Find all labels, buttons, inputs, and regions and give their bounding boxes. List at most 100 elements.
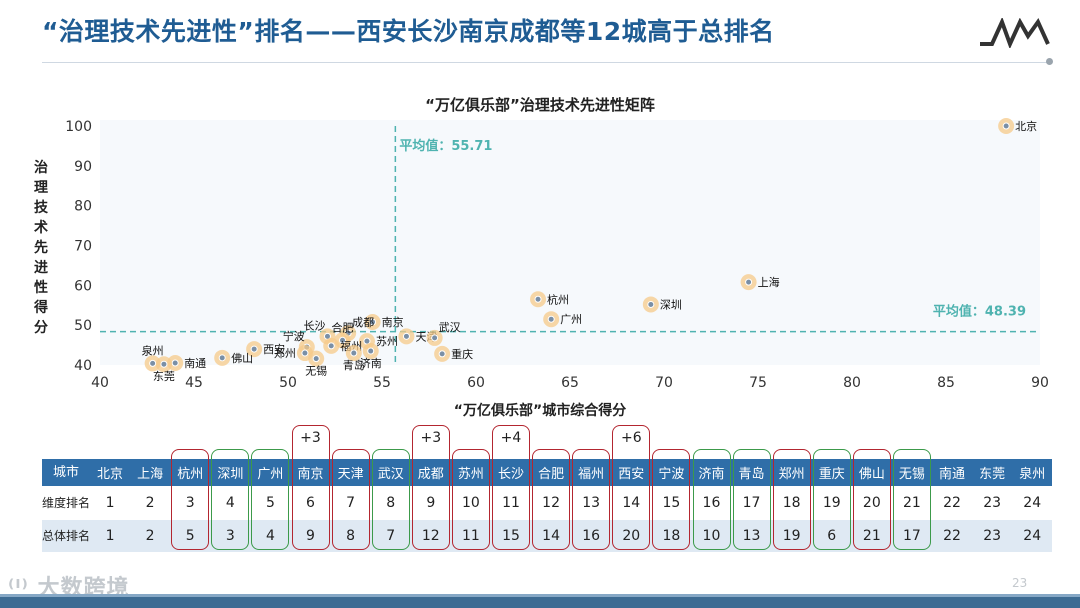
- city-header-cell: 成都: [410, 459, 451, 486]
- scatter-chart: 40 50 60 70 80 90 100 40 45 50 55 60 65 70 75 80 85 90 平均值…: [65, 118, 1049, 391]
- point-北京: [1002, 122, 1010, 130]
- point-label: 苏州: [376, 335, 398, 348]
- total-rank-cell: 24: [1012, 520, 1053, 552]
- brand-logo-icon: [980, 18, 1050, 48]
- point-label: 广州: [560, 313, 582, 326]
- city-header-cell: 武汉: [370, 459, 411, 486]
- y-axis-label-char: 技: [34, 200, 48, 216]
- rank-delta-label: +3: [420, 430, 442, 446]
- ranking-table: 城市 北京 上海 杭州 深圳 广州 南京 天津 武汉 成都 苏州 长沙 合肥 福州 西安 宁波 济南 青岛 郑州重…: [42, 459, 1053, 552]
- total-rank-cell: 17: [891, 520, 932, 552]
- rank-delta-label: +4: [500, 430, 522, 446]
- y-axis-label-char: 术: [34, 220, 48, 236]
- dimension-rank-cell: 12: [531, 486, 572, 520]
- city-header-cell: 苏州: [450, 459, 491, 486]
- total-rank-cell: 1: [90, 520, 131, 552]
- point-南通: [171, 359, 179, 367]
- point-label: 重庆: [451, 347, 473, 361]
- point-重庆: [438, 350, 446, 358]
- city-header-cell: 福州: [571, 459, 612, 486]
- city-header-cell: 天津: [330, 459, 371, 486]
- city-header-cell: 泉州: [1012, 459, 1053, 486]
- dimension-rank-cell: 11: [490, 486, 532, 520]
- total-rank-cell: 8: [330, 520, 371, 552]
- y-tick-label: 100: [65, 119, 92, 135]
- x-tick-label: 55: [373, 375, 391, 391]
- plot-area: [100, 120, 1040, 365]
- total-rank-cell: 13: [731, 520, 772, 552]
- total-rank-cell: 18: [651, 520, 692, 552]
- dimension-rank-cell: 15: [651, 486, 692, 520]
- dimension-rank-cell: 24: [1012, 486, 1053, 520]
- dimension-rank-cell: 4: [210, 486, 251, 520]
- x-tick-label: 60: [467, 375, 485, 391]
- dimension-rank-cell: 10: [450, 486, 491, 520]
- header-label: 城市: [42, 459, 90, 486]
- city-header-cell: 郑州: [771, 459, 812, 486]
- point-label: 泉州: [142, 343, 164, 357]
- point-天津: [402, 332, 410, 340]
- dimension-rank-cell: 1: [90, 486, 131, 520]
- x-tick-label: 50: [279, 375, 297, 391]
- footer-bar: [0, 597, 1080, 608]
- dimension-rank-cell: 14: [611, 486, 652, 520]
- divider-dot: [1046, 58, 1053, 65]
- total-rank-cell: 6: [811, 520, 852, 552]
- dimension-rank-cell: 5: [250, 486, 291, 520]
- point-label: 南通: [184, 357, 206, 370]
- point-郑州: [301, 349, 309, 357]
- x-tick-label: 75: [749, 375, 767, 391]
- city-header-cell: 宁波: [651, 459, 692, 486]
- dimension-rank-cell: 18: [771, 486, 812, 520]
- total-rank-cell: 21: [851, 520, 892, 552]
- dimension-rank-cell: 2: [130, 486, 171, 520]
- point-label: 武汉: [439, 321, 461, 334]
- total-rank-cell: 23: [972, 520, 1013, 552]
- y-axis-label-char: 理: [34, 180, 48, 196]
- city-header-cell: 南通: [931, 459, 973, 486]
- point-西安: [250, 345, 258, 353]
- footer-stripe: [0, 594, 1080, 597]
- point-label: 杭州: [547, 292, 569, 306]
- total-rank-cell: 10: [691, 520, 732, 552]
- y-tick-label: 70: [74, 239, 92, 255]
- dimension-rank-cell: 8: [370, 486, 411, 520]
- y-axis-label-char: 治: [34, 160, 48, 176]
- total-rank-cell: 15: [490, 520, 532, 552]
- total-rank-cell: 7: [370, 520, 411, 552]
- point-泉州: [149, 359, 157, 367]
- dimension-rank-cell: 17: [731, 486, 772, 520]
- total-rank-cell: 9: [290, 520, 331, 552]
- point-无锡: [312, 355, 320, 363]
- dimension-rank-row: 维度排名 1 2 3 4 5 6 7 8 9 10 11 12 13 14 15 16 17 18 19 20 21 22…: [42, 486, 1053, 520]
- dimension-rank-cell: 9: [410, 486, 451, 520]
- city-header-cell: 东莞: [972, 459, 1013, 486]
- point-佛山: [218, 354, 226, 362]
- point-武汉: [431, 334, 439, 342]
- city-header-cell: 合肥: [531, 459, 572, 486]
- x-tick-label: 70: [655, 375, 673, 391]
- point-label: 西安: [263, 342, 285, 356]
- total-rank-cell: 4: [250, 520, 291, 552]
- city-header-cell: 深圳: [210, 459, 251, 486]
- y-axis-label-char: 得: [34, 300, 48, 316]
- point-广州: [547, 315, 555, 323]
- point-label: 济南: [360, 356, 382, 370]
- total-rank-cell: 12: [410, 520, 451, 552]
- table-title: “万亿俱乐部”城市综合得分: [453, 403, 627, 419]
- point-济南: [367, 347, 375, 355]
- dimension-rank-cell: 6: [290, 486, 331, 520]
- point-label: 长沙: [303, 319, 325, 332]
- x-tick-label: 85: [937, 375, 955, 391]
- point-label: 宁波: [283, 329, 305, 343]
- total-rank-row: 总体排名 1 2 5 3 4 9 8 7 12 11 15 14 16 20 18 10 13 19 6 21 17 22…: [42, 520, 1053, 552]
- point-label: 无锡: [305, 364, 327, 378]
- point-东莞: [160, 360, 168, 368]
- y-axis-label: 治理技术先进性得分: [30, 158, 52, 338]
- total-rank-cell: 14: [531, 520, 572, 552]
- point-青岛: [350, 349, 358, 357]
- total-rank-cell: 2: [130, 520, 171, 552]
- row-label-dimension: 维度排名: [42, 486, 90, 520]
- city-header-cell: 杭州: [170, 459, 211, 486]
- total-rank-cell: 5: [170, 520, 211, 552]
